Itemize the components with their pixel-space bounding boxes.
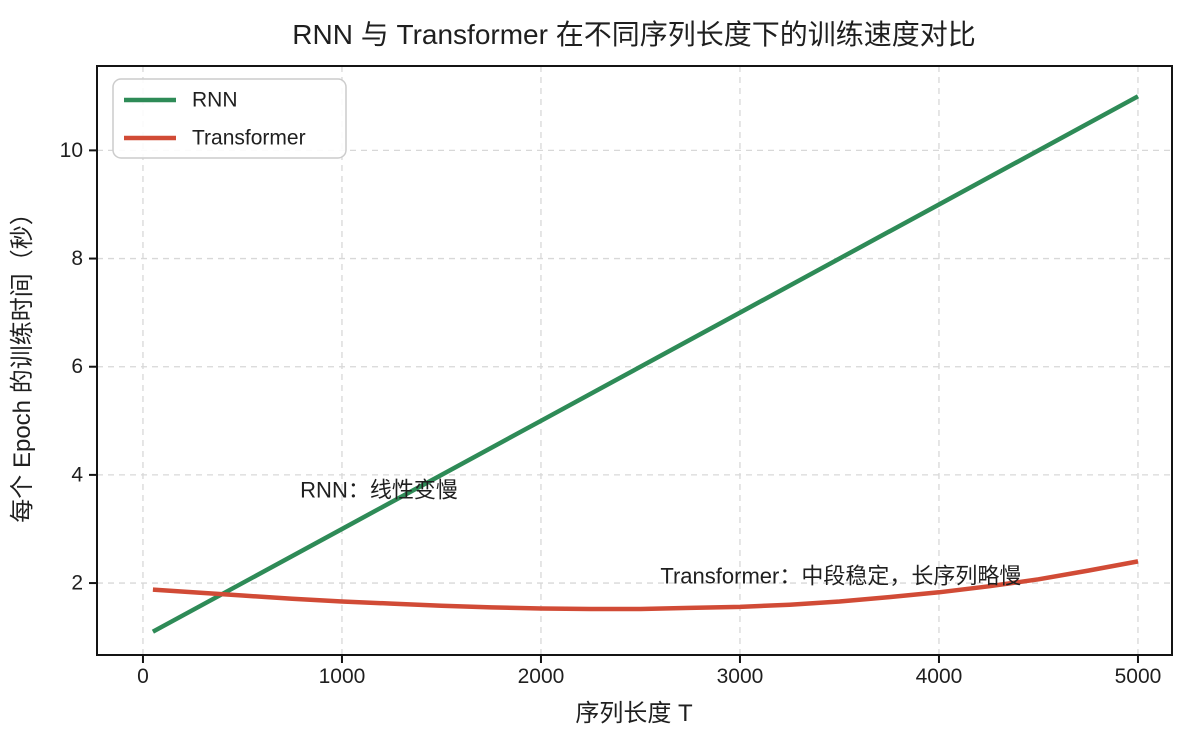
- x-tick-label: 2000: [518, 665, 565, 688]
- y-tick-label: 4: [71, 463, 83, 486]
- x-axis-label: 序列长度 T: [575, 700, 693, 727]
- transformer-line: [152, 559, 1139, 612]
- y-axis-label: 每个 Epoch 的训练时间（秒）: [9, 201, 36, 522]
- x-tick-label: 1000: [319, 665, 366, 688]
- x-tick-label: 0: [137, 665, 149, 688]
- axes-spines: [96, 65, 1173, 656]
- y-tick-label: 2: [71, 572, 83, 595]
- y-tick-label: 10: [60, 139, 83, 162]
- y-tick-label: 6: [71, 355, 83, 378]
- chart-annotation: RNN：线性变慢: [300, 478, 458, 503]
- plot-area: [97, 66, 1172, 655]
- x-tick-label: 4000: [916, 665, 963, 688]
- x-tick-label: 5000: [1115, 665, 1162, 688]
- legend: RNN Transformer: [112, 78, 347, 159]
- chart-annotation: Transformer：中段稳定，长序列略慢: [660, 564, 1021, 589]
- chart-title: RNN 与 Transformer 在不同序列长度下的训练速度对比: [292, 19, 975, 50]
- legend-label: Transformer: [192, 127, 306, 150]
- x-tick-label: 3000: [717, 665, 764, 688]
- legend-label: RNN: [192, 89, 238, 112]
- y-tick-label: 8: [71, 247, 83, 270]
- rnn-line: [151, 94, 1140, 634]
